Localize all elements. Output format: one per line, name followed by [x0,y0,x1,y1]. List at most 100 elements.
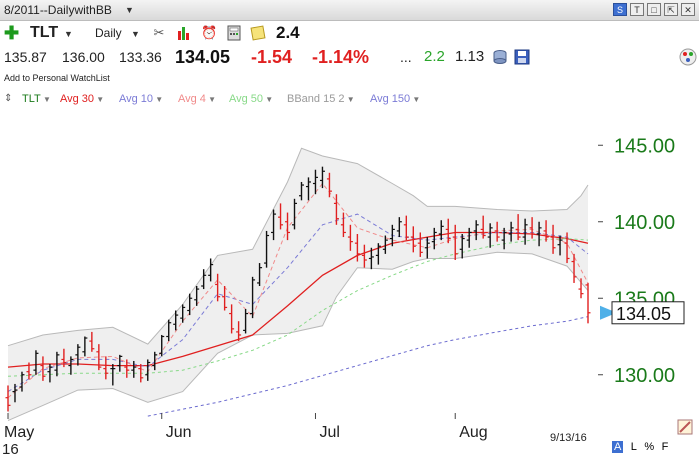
ohlc-bar-60 [424,237,430,259]
ohlc-bar-7 [54,351,60,377]
title-dropdown-icon[interactable]: ▼ [125,5,134,15]
bollinger-band [7,147,589,422]
ohlc-bar-37 [264,230,270,268]
symbol-dropdown-icon[interactable]: ▼ [64,29,73,39]
ohlc-bar-53 [375,243,381,265]
mode-percent-button[interactable]: % [644,441,655,453]
ohlc-bar-9 [68,356,74,375]
ohlc-bar-40 [285,212,291,241]
ohlc-bar-28 [201,269,207,290]
add-to-watchlist-link[interactable]: Add to Personal WatchList [4,73,110,83]
x-month-label-0: May [4,424,34,441]
ohlc-bar-65 [459,233,465,259]
legend-avg150[interactable]: Avg 150 ▼ [370,93,421,105]
legend-arrow-icon[interactable]: ⇕ [4,93,13,104]
ohlc-bar-26 [187,293,193,316]
ohlc-bar-54 [382,235,388,254]
ohlc-bar-77 [543,220,549,242]
ohlc-bar-19 [138,364,144,383]
ohlc-bar-6 [47,364,53,383]
series-line-4 [147,316,589,417]
compare-tools-icon[interactable]: ✂ [153,25,165,40]
moving-average-lines [7,182,589,417]
ohlc-bar-74 [522,218,528,245]
symbol-label[interactable]: TLT [30,24,59,41]
bband-upper [7,147,589,347]
legend-bband[interactable]: BBand 15 2 ▼ [287,93,355,105]
calculator-icon[interactable] [226,25,242,41]
ohlc-bar-18 [131,360,137,378]
ohlc-bar-4 [33,350,39,375]
ohlc-bar-33 [236,321,242,342]
ohlc-bar-73 [515,214,521,241]
edit-pencil-icon[interactable] [677,419,693,440]
text-menu-icon[interactable]: T [630,3,644,16]
close-window-icon[interactable]: ✕ [681,3,695,16]
ohlc-bar-79 [557,235,563,256]
last-price-marker: 134.05 [600,301,685,325]
ohlc-bar-57 [403,215,409,241]
ohlc-bar-1 [12,383,18,403]
ohlc-bar-70 [494,221,500,242]
period-selector[interactable]: Daily [95,26,122,40]
beta-value: 1.13 [455,48,485,65]
last-price-box [611,301,685,325]
legend-avg30[interactable]: Avg 30 ▼ [60,93,105,105]
ohlc-bar-71 [501,227,507,250]
mode-fixed-button[interactable]: F [661,441,669,453]
mode-log-button[interactable]: L [630,441,637,453]
indicator-value: 2.4 [276,23,300,42]
ohlc-bar-14 [103,356,109,380]
ohlc-bar-32 [229,304,235,334]
ohlc-bar-30 [215,273,221,302]
mode-auto-button[interactable]: A [612,441,624,453]
ohlc-bar-5 [40,356,46,381]
ohlc-bar-10 [75,344,81,366]
ohlc-bar-83 [585,282,591,324]
time-axis: May Jun Jul Aug [4,413,488,441]
ohlc-bar-49 [347,224,353,251]
ohlc-bar-16 [117,354,123,372]
database-icon[interactable] [492,49,508,68]
ohlc-bar-48 [340,212,346,238]
legend-avg10[interactable]: Avg 10 ▼ [119,93,164,105]
legend-tlt[interactable]: TLT ▼ [22,93,51,105]
sticky-note-icon[interactable] [250,25,266,41]
more-ellipsis[interactable]: ... [400,49,412,65]
ohlc-bar-58 [410,226,416,253]
ohlc-bar-25 [180,304,186,323]
ohlc-bar-75 [529,217,535,239]
footer-date: 9/13/16 [550,432,587,444]
legend-avg50[interactable]: Avg 50 ▼ [229,93,274,105]
ohlc-bar-42 [298,181,304,201]
window-title: 8/2011--DailywithBB [4,3,112,17]
last-price-label: 134.05 [616,304,671,324]
save-icon[interactable] [514,49,530,68]
ohlc-bar-43 [305,177,311,201]
period-dropdown-icon[interactable]: ▼ [131,29,140,39]
window-titlebar: 8/2011--DailywithBB ▼ S T □ ⇱ ✕ [0,0,699,21]
bar-chart-icon[interactable] [176,25,192,41]
add-symbol-icon[interactable]: ✚ [4,23,20,43]
ohlc-bar-35 [250,276,256,319]
ohlc-bar-59 [417,232,423,257]
series-line-1 [7,213,589,393]
price-change: -1.54 [251,47,293,67]
ohlc-bar-50 [354,233,360,262]
x-month-label-1: Jun [166,424,192,441]
ohlc-bar-69 [487,223,493,248]
ohlc-bar-51 [361,244,367,268]
alarm-clock-icon[interactable]: ⏰ [201,25,218,40]
ohlc-bar-62 [438,220,444,241]
ohlc-bar-47 [333,194,339,225]
low-price: 133.36 [119,49,162,65]
legend-avg4[interactable]: Avg 4 ▼ [178,93,217,105]
maximize-window-icon[interactable]: ⇱ [664,3,678,16]
ohlc-bar-52 [368,247,374,270]
s-badge-icon[interactable]: S [613,3,627,16]
ohlc-bar-21 [152,351,158,371]
palette-icon[interactable] [679,48,697,74]
high-price: 136.00 [62,49,105,65]
restore-window-icon[interactable]: □ [647,3,661,16]
